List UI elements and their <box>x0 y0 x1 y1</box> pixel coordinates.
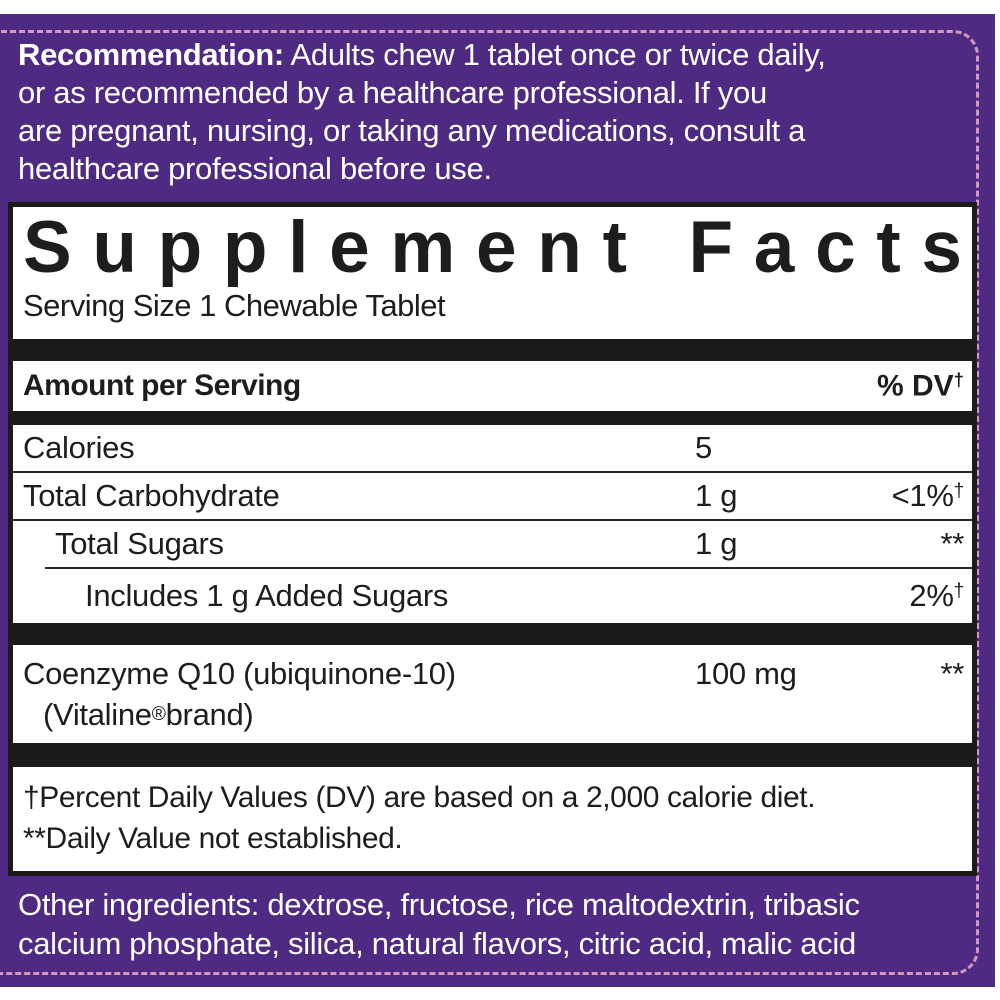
registered-trademark-symbol: ® <box>151 704 166 725</box>
recommendation-label: Recommendation: <box>18 37 284 72</box>
divider-bar-thick <box>13 339 972 361</box>
amount-per-serving-header: Amount per Serving <box>23 369 301 402</box>
dv-value: ** <box>940 656 964 691</box>
recommendation-line: healthcare professional before use. <box>18 151 492 186</box>
footnote-not-established: **Daily Value not established. <box>23 822 403 855</box>
dagger-symbol: † <box>953 580 965 602</box>
dagger-symbol: † <box>953 368 964 390</box>
table-row-calories: Calories 5 <box>13 425 972 471</box>
divider-bar-thick <box>13 623 972 645</box>
row-divider <box>13 519 972 521</box>
brand-name: (Vitaline <box>43 697 152 732</box>
nutrient-name: Total Carbohydrate <box>23 478 280 513</box>
nutrient-dv: ** <box>940 526 964 562</box>
recommendation-line1: Adults chew 1 tablet once or twice daily… <box>283 37 826 72</box>
nutrient-name: Total Sugars <box>55 526 224 561</box>
table-row-coq10: Coenzyme Q10 (ubiquinone-10) 100 mg ** (… <box>13 645 972 735</box>
row-divider <box>13 471 972 473</box>
recommendation-line: Recommendation: Adults chew 1 tablet onc… <box>18 36 955 74</box>
dv-value: 2% <box>909 578 954 613</box>
dv-value: <1% <box>891 478 954 513</box>
nutrient-dv: 2%† <box>909 578 964 614</box>
table-row-total-carbohydrate: Total Carbohydrate 1 g <1%† <box>13 473 972 519</box>
nutrient-amount: 1 g <box>695 526 738 561</box>
brand-name-suffix: brand) <box>165 697 254 732</box>
divider-bar-thick <box>13 743 972 767</box>
row-divider-indented <box>45 567 972 569</box>
nutrient-name: Calories <box>23 430 135 465</box>
percent-dv-label: % DV <box>876 369 954 403</box>
nutrient-amount: 5 <box>695 430 712 465</box>
nutrient-name: Coenzyme Q10 (ubiquinone-10) <box>23 656 456 691</box>
other-ingredients-line: Other ingredients: dextrose, fructose, r… <box>18 887 860 922</box>
nutrient-dv: <1%† <box>891 478 965 514</box>
nutrient-amount: 100 mg <box>695 656 797 691</box>
dagger-symbol: † <box>953 480 965 502</box>
percent-dv-header: % DV† <box>877 369 964 403</box>
recommendation-text: Recommendation: Adults chew 1 tablet onc… <box>18 36 955 188</box>
coq10-line2: (Vitaline ® brand) <box>13 695 972 735</box>
table-row-added-sugars: Includes 1 g Added Sugars 2%† <box>13 569 972 623</box>
coq10-line1: Coenzyme Q10 (ubiquinone-10) 100 mg ** <box>13 653 972 695</box>
divider-bar-medium <box>13 411 972 425</box>
dv-value: ** <box>940 526 964 561</box>
other-ingredients-line: calcium phosphate, silica, natural flavo… <box>18 926 856 961</box>
nutrient-amount: 1 g <box>695 478 738 513</box>
other-ingredients-text: Other ingredients: dextrose, fructose, r… <box>18 885 965 963</box>
table-row-total-sugars: Total Sugars 1 g ** <box>13 521 972 567</box>
recommendation-line: are pregnant, nursing, or taking any med… <box>18 113 806 148</box>
footnote-daily-values: †Percent Daily Values (DV) are based on … <box>23 781 816 814</box>
footnotes: †Percent Daily Values (DV) are based on … <box>13 767 972 871</box>
column-header-row: Amount per Serving % DV† <box>13 361 972 411</box>
nutrient-name: Includes 1 g Added Sugars <box>85 578 449 613</box>
recommendation-line: or as recommended by a healthcare profes… <box>18 75 767 110</box>
serving-size: Serving Size 1 Chewable Tablet <box>23 288 446 323</box>
